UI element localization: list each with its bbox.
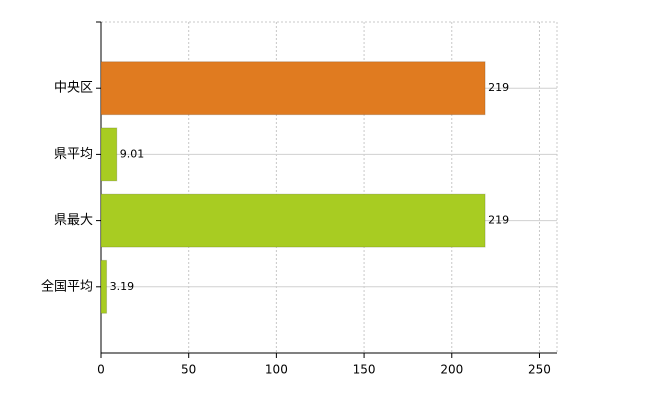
data-label: 219: [488, 214, 509, 227]
x-tick-label: 100: [265, 363, 288, 377]
data-label: 3.19: [110, 280, 135, 293]
bar: [100, 259, 108, 314]
x-tick-label: 150: [353, 363, 376, 377]
data-label: 219: [488, 81, 509, 94]
y-tick-label: 県平均: [54, 147, 93, 162]
bar: [100, 61, 486, 116]
y-tick-label: 中央区: [54, 81, 93, 96]
x-tick-label: 0: [97, 363, 105, 377]
data-label: 9.01: [120, 147, 145, 160]
bar: [100, 193, 486, 248]
bar: [100, 127, 118, 182]
y-tick-label: 県最大: [54, 213, 93, 228]
x-tick-label: 250: [528, 363, 551, 377]
x-tick-label: 50: [181, 363, 196, 377]
y-tick-label: 全国平均: [41, 278, 93, 294]
x-tick-label: 200: [440, 363, 463, 377]
